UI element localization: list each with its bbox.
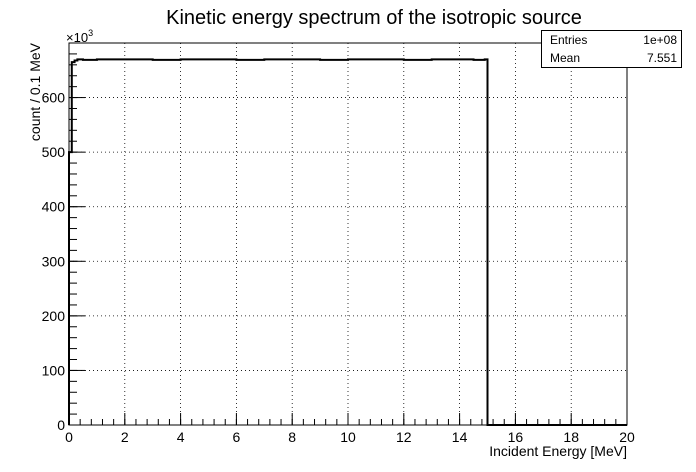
axis-ticks (68, 42, 628, 426)
y-tick-label: 200 (42, 308, 66, 324)
stats-row-entries: Entries 1e+08 (542, 31, 681, 49)
y-tick-labels: 0 100 200 300 400 500 600 (42, 90, 66, 433)
x-tick-label: 2 (121, 429, 129, 445)
y-tick-label: 100 (42, 362, 66, 378)
histogram-series (68, 58, 627, 426)
y-tick-label: 300 (42, 253, 66, 269)
x-tick-labels: 0 2 4 6 8 10 12 14 16 18 20 (65, 429, 635, 445)
x-tick-label: 18 (563, 429, 579, 445)
y-tick-label: 0 (57, 417, 65, 433)
x-tick-label: 14 (452, 429, 468, 445)
y-tick-label: 400 (42, 199, 66, 215)
x-tick-label: 10 (340, 429, 356, 445)
stats-box: Entries 1e+08 Mean 7.551 (541, 30, 682, 68)
x-tick-label: 16 (508, 429, 524, 445)
y-tick-label: 600 (42, 90, 66, 106)
stats-entries-label: Entries (550, 33, 588, 47)
y-tick-label: 500 (42, 144, 66, 160)
x-axis-label: Incident Energy [MeV] (489, 443, 627, 459)
x-tick-label: 6 (233, 429, 241, 445)
y-multiplier-base: ×10 (66, 30, 88, 45)
histogram-line (68, 58, 627, 426)
stats-entries-value: 1e+08 (643, 33, 677, 47)
x-tick-label: 8 (288, 429, 296, 445)
x-tick-label: 20 (619, 429, 635, 445)
chart-title: Kinetic energy spectrum of the isotropic… (166, 7, 582, 29)
stats-mean-label: Mean (550, 51, 581, 65)
grid (69, 43, 627, 425)
stats-row-mean: Mean 7.551 (542, 49, 681, 67)
x-tick-label: 12 (396, 429, 412, 445)
y-multiplier: ×103 (66, 28, 93, 45)
x-tick-label: 4 (177, 429, 185, 445)
y-multiplier-exponent: 3 (88, 28, 93, 38)
x-tick-label: 0 (65, 429, 73, 445)
stats-mean-value: 7.551 (646, 51, 677, 65)
y-axis-label: count / 0.1 MeV (27, 42, 43, 141)
